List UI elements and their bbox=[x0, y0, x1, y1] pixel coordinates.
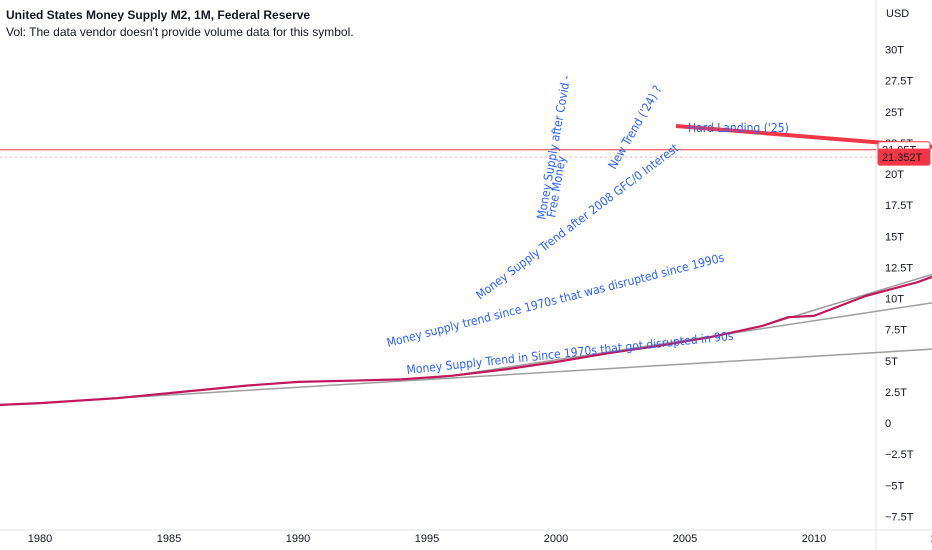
x-tick-label: 2000 bbox=[544, 533, 568, 545]
y-tick-label: 17.5T bbox=[885, 200, 913, 212]
x-tick-label: 1985 bbox=[157, 533, 181, 545]
volume-note: Vol: The data vendor doesn't provide vol… bbox=[6, 25, 354, 39]
x-tick-label: 2005 bbox=[673, 533, 697, 545]
trendline bbox=[426, 302, 932, 381]
y-tick-label: 0 bbox=[885, 418, 891, 430]
trendline bbox=[117, 348, 932, 399]
y-tick-label: 20T bbox=[885, 169, 904, 181]
y-tick-label: 5T bbox=[885, 356, 898, 368]
y-tick-label: −5T bbox=[885, 480, 905, 492]
annotation-trend-90s: Money Supply Trend in Since 1970s that g… bbox=[406, 329, 735, 377]
x-tick-label: 2015 bbox=[931, 533, 932, 545]
x-tick-label: 1990 bbox=[286, 533, 310, 545]
trendline bbox=[762, 273, 932, 327]
y-tick-label: −7.5T bbox=[885, 511, 914, 523]
y-tick-label: 15T bbox=[885, 231, 904, 243]
y-tick-label: 25T bbox=[885, 107, 904, 119]
y-tick-label: 27.5T bbox=[885, 76, 913, 88]
chart-title: United States Money Supply M2, 1M, Feder… bbox=[6, 8, 311, 22]
money-supply-line bbox=[0, 275, 932, 406]
y-tick-label: 12.5T bbox=[885, 262, 913, 274]
y-tick-label: −2.5T bbox=[885, 449, 914, 461]
y-tick-label: 10T bbox=[885, 294, 904, 306]
y-tick-label: 7.5T bbox=[885, 325, 907, 337]
x-tick-label: 1980 bbox=[28, 533, 52, 545]
y-tick-label: 30T bbox=[885, 45, 904, 57]
annotation-hard-landing: Hard Landing ('25) bbox=[688, 121, 789, 135]
last-value-price-label-bg bbox=[877, 148, 931, 166]
x-tick-label: 2010 bbox=[802, 533, 826, 545]
x-tick-label: 1995 bbox=[415, 533, 439, 545]
y-tick-label: 2.5T bbox=[885, 387, 907, 399]
hard-landing-arrow bbox=[675, 124, 932, 149]
currency-label: USD bbox=[886, 8, 909, 20]
last-value-price-label: 21.352T bbox=[882, 152, 923, 164]
